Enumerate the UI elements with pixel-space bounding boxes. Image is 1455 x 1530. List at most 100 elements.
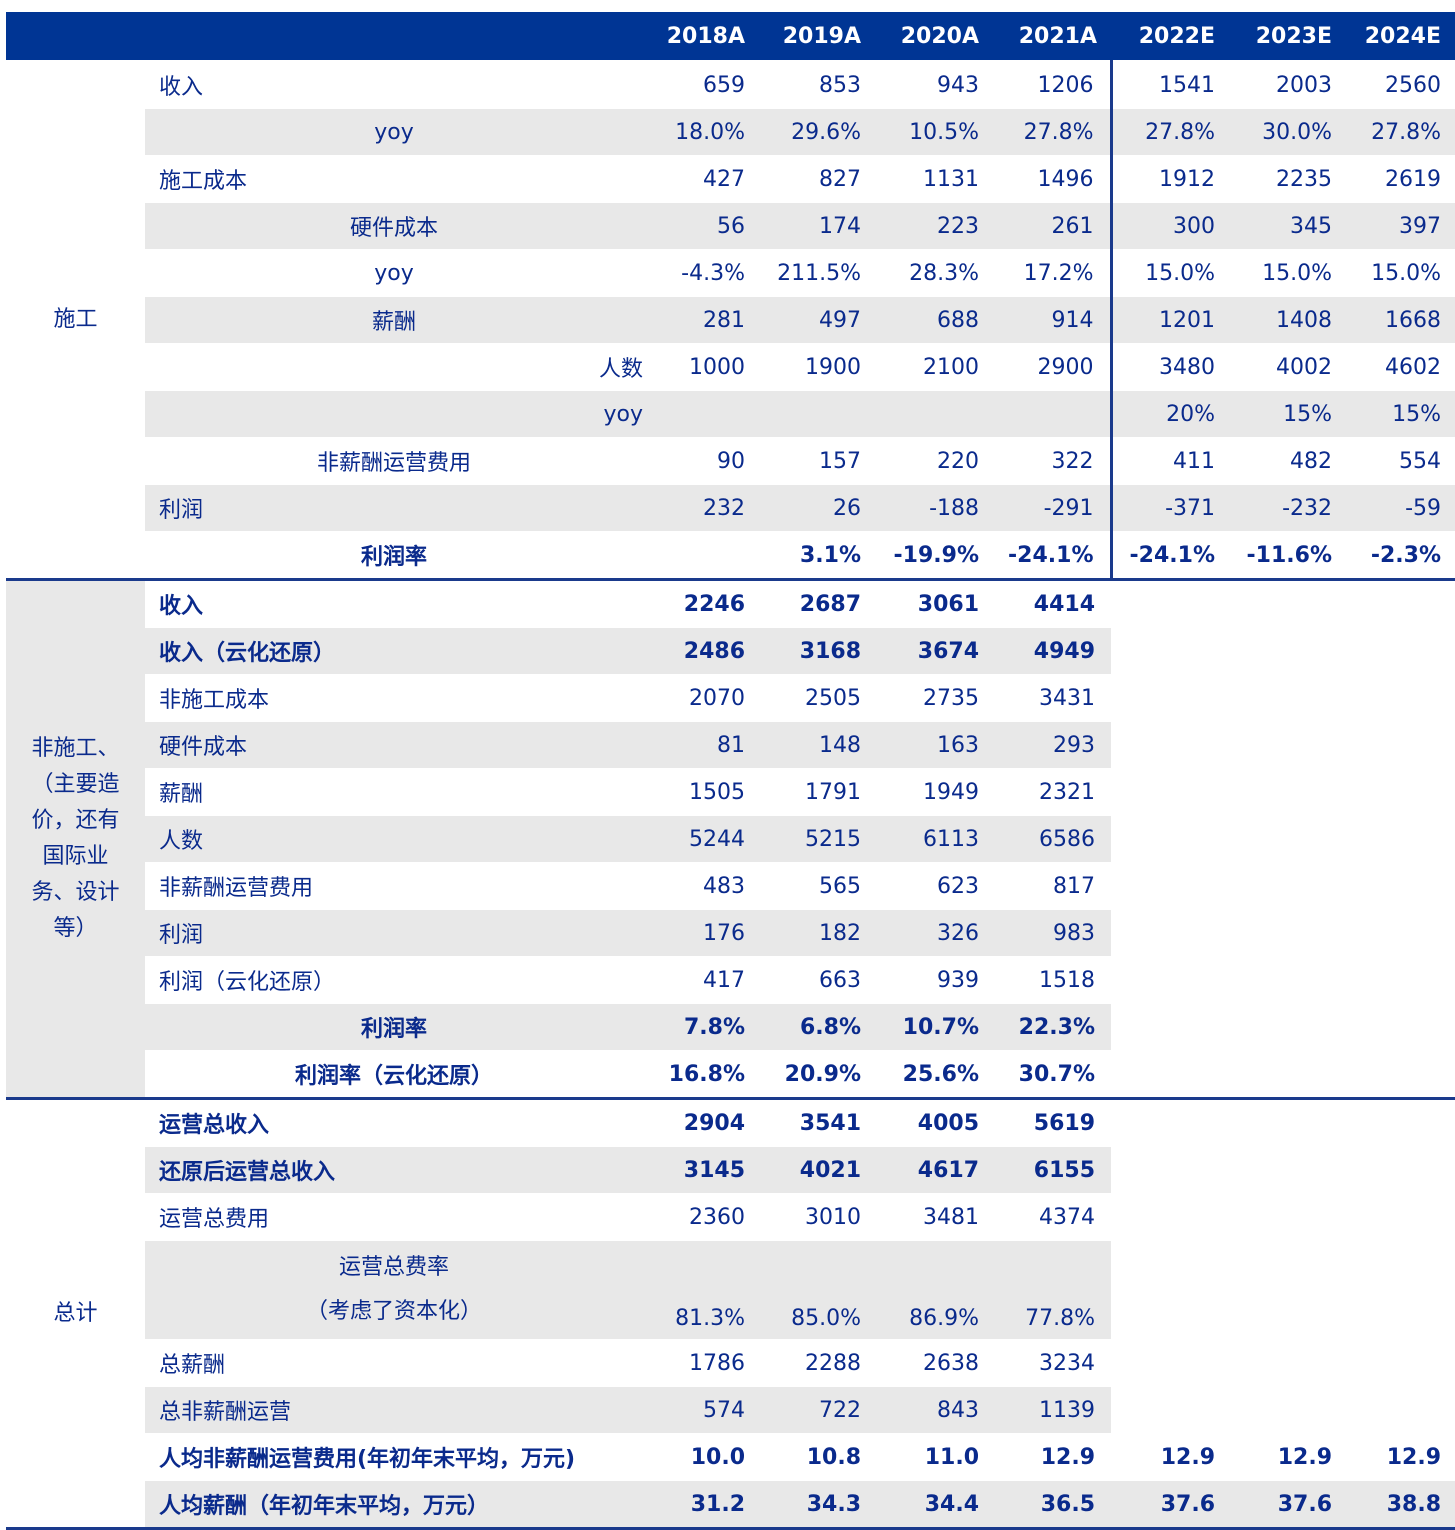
value-cell: [993, 390, 1113, 438]
value-cell: 18.0%: [643, 108, 759, 156]
value-cell: [1111, 1240, 1229, 1340]
value-cell: [1346, 1050, 1455, 1100]
value-cell: 2100: [875, 343, 993, 391]
row-label: 施工成本: [145, 155, 643, 203]
value-cell: -24.1%: [993, 531, 1113, 581]
table-row: 利润 176 182 326 983: [6, 909, 1455, 957]
value-cell: 11.0: [875, 1433, 993, 1481]
value-cell: 28.3%: [875, 249, 993, 297]
value-cell: -59: [1346, 484, 1455, 532]
value-cell: 722: [759, 1386, 875, 1434]
value-cell: 10.5%: [875, 108, 993, 156]
value-cell: [1346, 1193, 1455, 1241]
header-year-2023E: 2023E: [1229, 12, 1346, 62]
value-cell: 4602: [1346, 343, 1455, 391]
value-cell: 1131: [875, 155, 993, 203]
value-cell: 688: [875, 296, 993, 344]
table-row: 利润率 3.1% -19.9% -24.1% -24.1% -11.6% -2.3%: [6, 531, 1455, 581]
table-row: 硬件成本 56 174 223 261 300 345 397: [6, 202, 1455, 250]
value-cell: 1000: [643, 343, 759, 391]
value-cell: [1111, 862, 1229, 910]
section-title: 施工: [6, 61, 145, 581]
value-cell: 6.8%: [759, 1003, 875, 1051]
section-title: 总计: [6, 1098, 145, 1530]
value-cell: 174: [759, 202, 875, 250]
section-title-line: 国际业: [42, 844, 109, 869]
value-cell: 176: [643, 909, 759, 957]
value-cell: 15.0%: [1111, 249, 1229, 297]
value-cell: 6155: [993, 1146, 1111, 1194]
header-year-2022E: 2022E: [1111, 12, 1229, 62]
value-cell: 15.0%: [1229, 249, 1346, 297]
value-cell: 827: [759, 155, 875, 203]
value-cell: 2900: [993, 343, 1113, 391]
value-cell: 90: [643, 437, 759, 485]
table-row: yoy -4.3% 211.5% 28.3% 17.2% 15.0% 15.0% 15.0%: [6, 249, 1455, 297]
section-title-line: （主要造: [31, 772, 120, 797]
value-cell: [1111, 1193, 1229, 1241]
value-cell: 27.8%: [1346, 108, 1455, 156]
value-cell: 6586: [993, 815, 1111, 863]
value-cell: 1518: [993, 956, 1111, 1004]
table-row: 人均非薪酬运营费用(年初年末平均，万元) 10.0 10.8 11.0 12.9 12.9…: [6, 1433, 1455, 1481]
row-label: 运营总收入: [145, 1098, 643, 1147]
value-cell: 4617: [875, 1146, 993, 1194]
row-label: 利润率（云化还原）: [145, 1050, 643, 1100]
table-row: 施工成本 427 827 1131 1496 1912 2235 2619: [6, 155, 1455, 203]
header-row: 2018A 2019A 2020A 2021A 2022E 2023E 2024…: [6, 12, 1455, 62]
value-cell: 20%: [1111, 390, 1229, 438]
table-row: 人数 5244 5215 6113 6586: [6, 815, 1455, 863]
value-cell: -2.3%: [1346, 531, 1455, 581]
value-cell: 2360: [643, 1193, 759, 1241]
value-cell: [1229, 579, 1346, 628]
value-cell: 16.8%: [643, 1050, 759, 1100]
value-cell: 4002: [1229, 343, 1346, 391]
table-row: 总计 运营总收入 2904 3541 4005 5619: [6, 1098, 1455, 1530]
value-cell: 37.6: [1229, 1480, 1346, 1530]
value-cell: -4.3%: [643, 249, 759, 297]
value-cell: [1111, 1386, 1229, 1434]
row-label: 人均薪酬（年初年末平均，万元）: [145, 1480, 643, 1530]
value-cell: 34.3: [759, 1480, 875, 1530]
table-row: 人数 1000 1900 2100 2900 3480 4002 4602: [6, 343, 1455, 391]
value-cell: [1111, 1003, 1229, 1051]
value-cell: 1201: [1111, 296, 1229, 344]
value-cell: 12.9: [1229, 1433, 1346, 1481]
value-cell: 56: [643, 202, 759, 250]
value-cell: [1346, 768, 1455, 816]
table-row: 利润 232 26 -188 -291 -371 -232 -59: [6, 484, 1455, 532]
table-row: 薪酬 281 497 688 914 1201 1408 1668: [6, 296, 1455, 344]
table-row: 施工 收入 659 853 943 1206 1541 2003 2560: [6, 60, 1455, 581]
value-cell: 281: [643, 296, 759, 344]
value-cell: [1111, 1146, 1229, 1194]
value-cell: 30.0%: [1229, 108, 1346, 156]
value-cell: -291: [993, 484, 1113, 532]
row-label: 总非薪酬运营: [145, 1386, 643, 1434]
table-row: yoy 20% 15% 15%: [6, 390, 1455, 438]
value-cell: 10.7%: [875, 1003, 993, 1051]
value-cell: -24.1%: [1111, 531, 1229, 581]
row-label: 薪酬: [145, 296, 643, 344]
value-cell: 1900: [759, 343, 875, 391]
section-title: 非施工、 （主要造 价，还有 国际业 务、设计 等）: [6, 579, 145, 1100]
value-cell: 2560: [1346, 60, 1455, 109]
table-body: 施工 收入 659 853 943 1206 1541 2003 2560 yoy 18.0% 29.…: [6, 60, 1455, 1530]
value-cell: 939: [875, 956, 993, 1004]
row-label: 非施工成本: [145, 674, 643, 722]
value-cell: 1949: [875, 768, 993, 816]
value-cell: 6113: [875, 815, 993, 863]
value-cell: 86.9%: [875, 1240, 993, 1340]
value-cell: 2505: [759, 674, 875, 722]
header-year-2020A: 2020A: [875, 12, 993, 62]
value-cell: 12.9: [993, 1433, 1111, 1481]
value-cell: 2904: [643, 1098, 759, 1147]
value-cell: 3234: [993, 1339, 1111, 1387]
value-cell: [1229, 1240, 1346, 1340]
value-cell: 5619: [993, 1098, 1111, 1147]
value-cell: 15.0%: [1346, 249, 1455, 297]
row-label: 收入（云化还原）: [145, 627, 643, 675]
value-cell: 3168: [759, 627, 875, 675]
value-cell: [1229, 1339, 1346, 1387]
row-label: 人均非薪酬运营费用(年初年末平均，万元): [145, 1433, 643, 1481]
value-cell: -11.6%: [1229, 531, 1346, 581]
